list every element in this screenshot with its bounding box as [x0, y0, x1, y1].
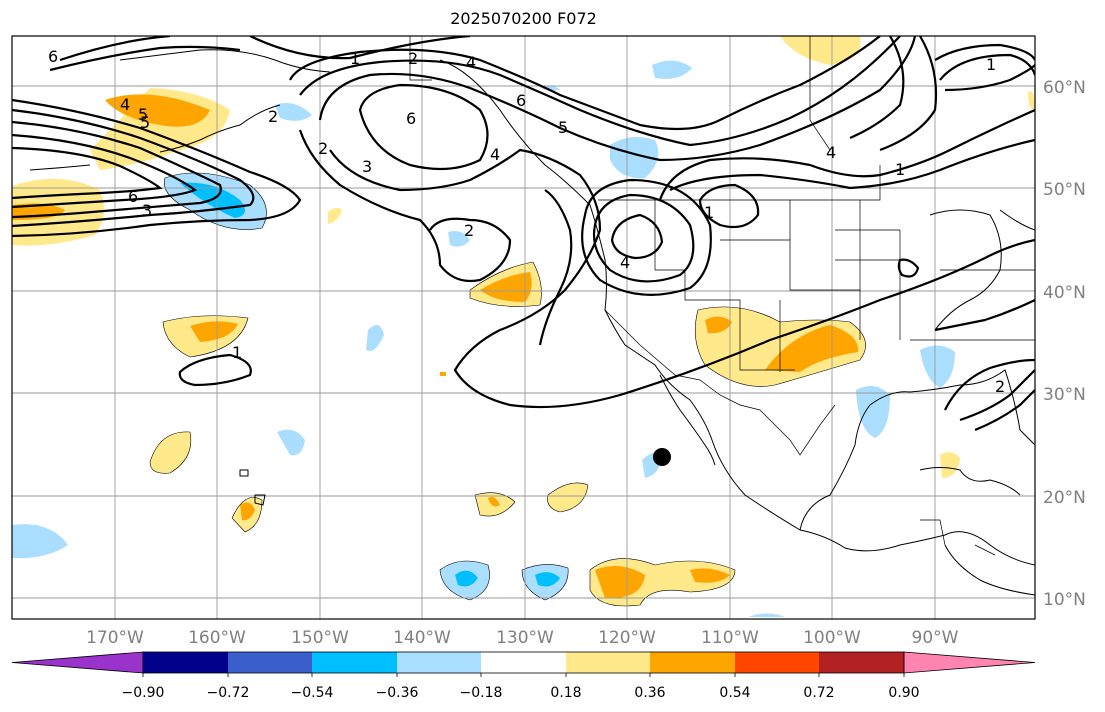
colorbar-tick-label: 0.36: [634, 685, 665, 701]
contour-label: 1: [986, 55, 996, 74]
contour-label: 5: [558, 118, 568, 137]
contour-label: 2: [995, 377, 1005, 396]
latitude-labels: 60°N 50°N 40°N 30°N 20°N 10°N: [1043, 78, 1086, 610]
contour-label: 2: [268, 107, 278, 126]
contour-lines: [12, 36, 1035, 432]
lon-label-140w: 140°W: [393, 628, 451, 648]
colorbar-segment: [312, 652, 397, 673]
lon-label-100w: 100°W: [803, 628, 861, 648]
lon-label-170w: 170°W: [86, 628, 144, 648]
colorbar-ticks: −0.90 −0.72 −0.54 −0.36 −0.18 0.18 0.36 …: [122, 685, 920, 701]
map-area: 6 5 4 1 2 4 4 5 6 3 6 3 2 2 6 5 4 1 1 1 …: [12, 36, 1035, 619]
colorbar-segment: [566, 652, 650, 673]
contour-label: 6: [516, 91, 526, 110]
colorbar-tick-label: −0.90: [122, 685, 165, 701]
lon-label-120w: 120°W: [598, 628, 656, 648]
longitude-labels: 170°W 160°W 150°W 140°W 130°W 120°W 110°…: [86, 628, 959, 648]
contour-label: 2: [318, 139, 328, 158]
political-borders: [409, 36, 1035, 556]
colorbar-extend-max: [903, 651, 1036, 674]
contour-label: 6: [48, 47, 58, 66]
colorbar-tick-label: −0.72: [207, 685, 250, 701]
contour-label: 3: [142, 201, 152, 220]
contour-label: 1: [895, 160, 905, 179]
lat-label-50n: 50°N: [1043, 180, 1086, 200]
lon-label-150w: 150°W: [291, 628, 349, 648]
colorbar-segment: [819, 652, 904, 673]
lon-label-90w: 90°W: [912, 628, 959, 648]
lon-label-130w: 130°W: [496, 628, 554, 648]
lat-label-60n: 60°N: [1043, 78, 1086, 98]
graticule: [12, 36, 1035, 619]
lon-label-110w: 110°W: [701, 628, 759, 648]
contour-label: 4: [490, 145, 500, 164]
colorbar-tick-label: 0.54: [719, 685, 750, 701]
map-title: 2025070200 F072: [450, 9, 597, 28]
contour-label: 1: [704, 203, 714, 222]
lat-label-10n: 10°N: [1043, 590, 1086, 610]
lat-label-30n: 30°N: [1043, 385, 1086, 405]
colorbar-segment: [397, 652, 481, 673]
colorbar-extend-min: [11, 651, 144, 674]
contour-label: 5: [138, 105, 148, 124]
contour-label: 6: [128, 187, 138, 206]
colorbar-segment: [481, 652, 566, 673]
lat-label-20n: 20°N: [1043, 488, 1086, 508]
colorbar-segment: [143, 652, 228, 673]
colorbar: [11, 651, 1036, 677]
contour-label: 1: [232, 343, 242, 362]
location-marker: [653, 448, 671, 466]
colorbar-segment: [735, 652, 819, 673]
colorbar-tick-label: −0.54: [291, 685, 334, 701]
colorbar-tick-label: −0.36: [376, 685, 419, 701]
colorbar-segment: [228, 652, 312, 673]
colorbar-tick-label: 0.72: [803, 685, 834, 701]
contour-label: 2: [464, 221, 474, 240]
contour-label: 4: [620, 253, 630, 272]
colorbar-tick-label: −0.18: [460, 685, 503, 701]
contour-label: 2: [408, 49, 418, 68]
contour-label: 1: [350, 49, 360, 68]
colorbar-tick-label: 0.90: [888, 685, 919, 701]
lon-label-160w: 160°W: [188, 628, 246, 648]
contour-label: 5: [140, 113, 150, 132]
colorbar-border: [142, 651, 905, 674]
contour-label: 4: [826, 143, 836, 162]
coastlines: [29, 49, 1035, 596]
contour-label: 3: [362, 157, 372, 176]
contour-label: 6: [406, 109, 416, 128]
colorbar-tick-label: 0.18: [550, 685, 581, 701]
contour-labels: 6 5 4 1 2 4 4 5 6 3 6 3 2 2 6 5 4 1 1 1 …: [48, 47, 1005, 396]
colorbar-segment: [650, 652, 735, 673]
map-frame: [11, 35, 1036, 620]
contour-label: 4: [120, 95, 130, 114]
lat-label-40n: 40°N: [1043, 283, 1086, 303]
contour-label: 4: [466, 53, 476, 72]
